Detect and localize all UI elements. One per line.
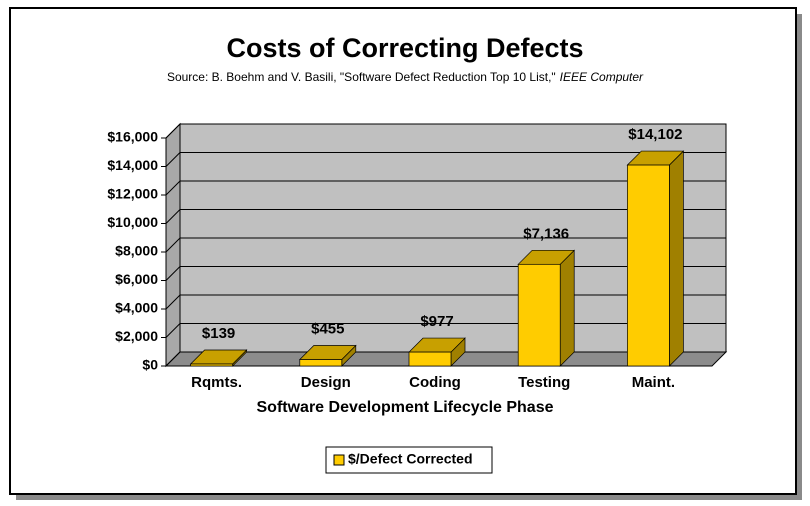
y-tick-label: $8,000 [115, 243, 158, 259]
bar-side [669, 150, 684, 367]
data-label: $139 [202, 325, 235, 342]
x-tick-label: Maint. [632, 374, 675, 391]
grid-line [165, 123, 726, 139]
y-tick-label: $2,000 [115, 328, 158, 344]
grid-line [165, 180, 726, 196]
data-label: $14,102 [628, 126, 682, 143]
subtitle-journal: IEEE Computer [560, 70, 644, 84]
bar [408, 351, 452, 367]
x-tick-label: Rqmts. [191, 374, 242, 391]
data-label: $977 [420, 313, 453, 330]
y-tick-label: $0 [142, 357, 158, 373]
y-tick-label: $6,000 [115, 271, 158, 287]
x-tick-label: Testing [518, 374, 570, 391]
bar [299, 359, 343, 367]
legend-label: $/Defect Corrected [348, 451, 473, 467]
x-tick-label: Design [301, 374, 351, 391]
bar-side [559, 249, 575, 367]
bar [627, 164, 670, 367]
plot: $0 $2,000 $4,000 $6,000 $8,000 $10,000 $12,000… [107, 122, 728, 391]
legend-swatch [333, 454, 345, 466]
x-axis-title: Software Development Lifecycle Phase [257, 399, 554, 416]
y-tick-label: $10,000 [107, 214, 158, 230]
y-tick-label: $12,000 [107, 186, 158, 202]
subtitle-source: Source: B. Boehm and V. Basili, "Softwar… [167, 70, 556, 84]
bar [517, 263, 561, 367]
grid-line [165, 209, 726, 224]
bar [190, 363, 233, 367]
data-label: $455 [311, 320, 344, 337]
grid-line [165, 237, 726, 253]
chart-title: Costs of Correcting Defects [226, 33, 583, 63]
data-label: $7,136 [523, 225, 569, 242]
x-tick-label: Coding [409, 374, 461, 391]
grid-line [165, 152, 726, 167]
y-tick-label: $16,000 [107, 129, 158, 145]
legend [325, 446, 493, 474]
y-tick-label: $4,000 [115, 300, 158, 316]
chart-subtitle: Source: B. Boehm and V. Basili, "Softwar… [167, 70, 644, 84]
y-tick-label: $14,000 [107, 157, 158, 173]
